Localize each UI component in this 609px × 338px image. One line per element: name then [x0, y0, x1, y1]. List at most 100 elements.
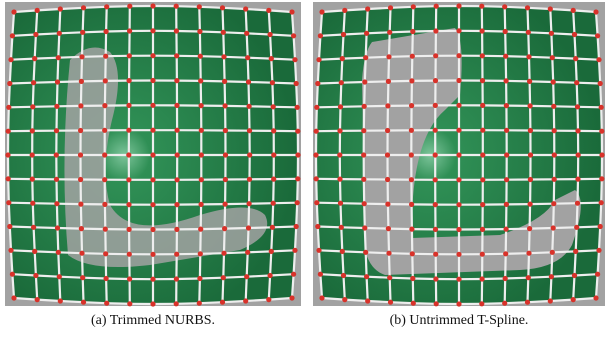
- control-point: [363, 55, 368, 60]
- caption: (a) Trimmed NURBS.: [91, 313, 215, 328]
- control-point: [386, 79, 391, 84]
- control-point: [526, 251, 531, 256]
- control-point: [433, 227, 438, 232]
- control-point: [174, 28, 179, 33]
- control-point: [433, 152, 438, 157]
- control-point: [480, 28, 485, 33]
- control-point: [244, 274, 249, 279]
- control-point: [525, 300, 530, 305]
- control-point: [314, 200, 319, 205]
- control-point: [127, 4, 132, 9]
- control-point: [33, 32, 38, 37]
- control-point: [127, 252, 132, 257]
- control-point: [5, 152, 10, 157]
- control-point: [502, 4, 507, 9]
- control-point: [175, 177, 180, 182]
- control-point: [103, 227, 108, 232]
- control-point: [433, 28, 438, 33]
- control-point: [174, 301, 179, 306]
- control-point: [318, 272, 323, 277]
- control-point: [127, 227, 132, 232]
- control-point: [31, 225, 36, 230]
- control-point: [289, 295, 294, 300]
- control-point: [223, 152, 228, 157]
- control-point: [338, 201, 343, 206]
- control-point: [78, 103, 83, 108]
- control-point: [504, 227, 509, 232]
- control-point: [337, 177, 342, 182]
- control-point: [456, 177, 461, 182]
- control-point: [526, 275, 531, 280]
- control-point: [575, 128, 580, 133]
- control-point: [456, 53, 461, 58]
- control-point: [573, 56, 578, 61]
- control-point: [222, 226, 227, 231]
- control-point: [150, 252, 155, 257]
- control-point: [596, 57, 601, 62]
- control-point: [548, 6, 553, 11]
- control-point: [340, 56, 345, 61]
- control-point: [387, 275, 392, 280]
- control-point: [456, 301, 461, 306]
- control-point: [127, 78, 132, 83]
- control-point: [247, 201, 252, 206]
- control-point: [598, 81, 603, 86]
- control-point: [549, 274, 554, 279]
- control-point: [30, 177, 35, 182]
- control-point: [127, 301, 132, 306]
- control-point: [480, 252, 485, 257]
- control-point: [410, 276, 415, 281]
- control-point: [575, 177, 580, 182]
- control-point: [245, 55, 250, 60]
- control-point: [314, 105, 319, 110]
- control-point: [150, 227, 155, 232]
- control-point: [456, 252, 461, 257]
- control-point: [221, 275, 226, 280]
- control-point: [339, 80, 344, 85]
- control-point: [198, 227, 203, 232]
- control-point: [410, 29, 415, 34]
- control-point: [314, 129, 319, 134]
- control-point: [247, 152, 252, 157]
- control-point: [271, 152, 276, 157]
- control-point: [81, 300, 86, 305]
- control-point: [6, 176, 11, 181]
- control-point: [79, 226, 84, 231]
- control-point: [244, 31, 249, 36]
- control-point: [528, 103, 533, 108]
- control-point: [528, 177, 533, 182]
- control-point: [548, 298, 553, 303]
- control-point: [599, 129, 604, 134]
- control-point: [127, 28, 132, 33]
- control-point: [433, 53, 438, 58]
- control-point: [104, 276, 109, 281]
- control-point: [243, 6, 248, 11]
- control-point: [223, 202, 228, 207]
- control-point: [480, 202, 485, 207]
- control-point: [8, 57, 13, 62]
- control-point: [150, 28, 155, 33]
- control-point: [197, 301, 202, 306]
- control-point: [575, 104, 580, 109]
- control-point: [174, 276, 179, 281]
- control-point: [268, 32, 273, 37]
- control-point: [551, 79, 556, 84]
- control-point: [243, 298, 248, 303]
- control-point: [433, 252, 438, 257]
- control-point: [199, 177, 204, 182]
- control-point: [266, 8, 271, 13]
- control-point: [434, 301, 439, 306]
- control-point: [104, 301, 109, 306]
- control-point: [174, 53, 179, 58]
- control-point: [385, 103, 390, 108]
- control-point: [433, 78, 438, 83]
- control-point: [480, 128, 485, 133]
- control-point: [575, 201, 580, 206]
- control-point: [339, 225, 344, 230]
- control-point: [221, 251, 226, 256]
- control-point: [503, 276, 508, 281]
- control-point: [479, 4, 484, 9]
- control-point: [271, 128, 276, 133]
- control-point: [361, 128, 366, 133]
- control-point: [150, 152, 155, 157]
